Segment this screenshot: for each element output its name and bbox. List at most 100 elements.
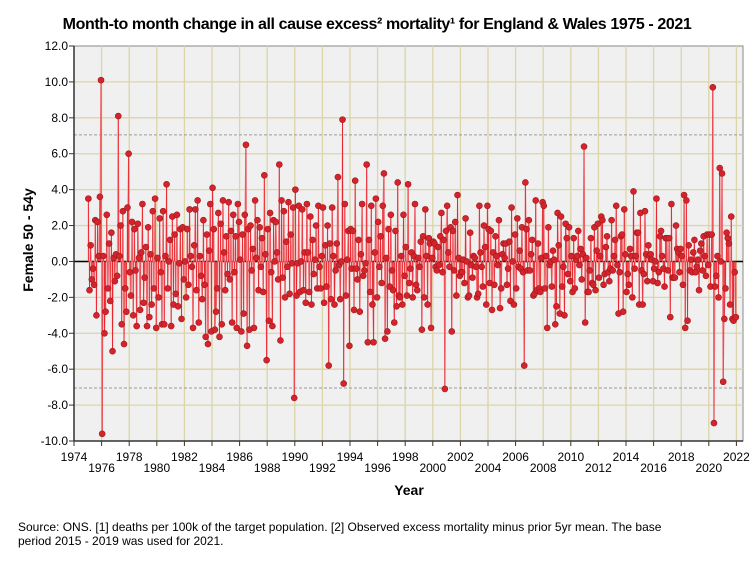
data-point	[634, 229, 642, 237]
data-point	[183, 225, 191, 233]
data-point	[722, 285, 729, 292]
data-point	[209, 184, 216, 192]
data-point	[86, 286, 93, 294]
data-point	[587, 234, 595, 242]
data-point	[450, 267, 458, 274]
data-point	[446, 263, 453, 271]
data-point	[480, 222, 488, 229]
data-point	[458, 268, 466, 276]
data-point	[229, 211, 237, 219]
data-point	[248, 267, 255, 274]
data-point	[266, 209, 274, 217]
data-point	[564, 270, 572, 278]
data-point	[259, 288, 267, 296]
x-tick-label: 1998	[392, 450, 419, 464]
data-point	[492, 233, 499, 240]
data-point	[105, 240, 113, 247]
data-point	[516, 247, 523, 254]
data-point	[252, 254, 260, 262]
data-point	[724, 234, 732, 242]
data-point	[358, 200, 366, 208]
data-point	[121, 285, 129, 292]
data-point	[215, 209, 222, 217]
data-point	[560, 263, 567, 271]
data-point	[611, 236, 619, 244]
data-point	[696, 247, 704, 254]
data-point	[231, 268, 238, 276]
data-point	[166, 236, 174, 244]
x-tick-label: 2022	[723, 450, 750, 464]
data-point	[178, 315, 185, 323]
data-point	[491, 281, 498, 289]
data-point	[396, 294, 404, 301]
data-point	[117, 222, 124, 229]
data-point	[327, 295, 335, 303]
data-point	[540, 202, 548, 210]
data-point	[551, 320, 559, 328]
data-point	[505, 238, 513, 246]
data-point	[548, 283, 556, 290]
data-point	[90, 281, 98, 289]
data-point	[357, 250, 365, 258]
data-point	[419, 233, 427, 240]
data-point	[596, 252, 604, 260]
data-point	[298, 206, 306, 213]
data-point	[216, 333, 223, 341]
data-point	[133, 322, 140, 330]
data-point	[653, 195, 660, 202]
x-tick-label: 1974	[61, 450, 88, 464]
data-point	[224, 270, 231, 278]
data-point	[304, 249, 312, 256]
data-point	[417, 238, 425, 246]
x-tick-label: 2012	[585, 461, 612, 475]
data-point	[683, 197, 690, 204]
data-point	[543, 324, 551, 332]
data-point	[362, 259, 369, 267]
x-axis-label: Year	[394, 482, 424, 498]
data-point	[297, 258, 305, 265]
data-point	[427, 324, 435, 332]
data-point	[113, 272, 121, 280]
data-point	[616, 268, 623, 276]
data-point	[565, 224, 573, 231]
data-point	[526, 267, 534, 274]
data-point	[287, 231, 295, 238]
data-point	[323, 283, 330, 290]
data-point	[217, 220, 224, 228]
data-point	[134, 220, 142, 228]
data-point	[612, 202, 620, 210]
data-point	[719, 378, 727, 386]
data-point	[129, 312, 137, 319]
data-point	[250, 324, 258, 332]
data-point	[317, 285, 324, 292]
data-point	[142, 243, 150, 251]
data-point	[174, 303, 182, 310]
data-point	[162, 252, 169, 260]
data-point	[461, 279, 468, 287]
x-tick-label: 2016	[640, 461, 667, 475]
data-point	[98, 430, 106, 438]
data-point	[137, 249, 145, 256]
data-point	[624, 270, 632, 278]
data-point	[685, 241, 692, 249]
data-point	[652, 258, 659, 265]
data-point	[520, 362, 528, 369]
data-point	[478, 263, 485, 271]
data-point	[469, 274, 476, 281]
data-point	[354, 276, 361, 283]
data-point	[676, 268, 683, 276]
data-point	[695, 286, 703, 294]
data-point	[542, 252, 550, 260]
data-point	[378, 279, 385, 287]
data-point	[525, 216, 533, 224]
data-point	[585, 288, 592, 296]
data-point	[257, 263, 265, 271]
data-point	[127, 292, 135, 299]
data-point	[494, 261, 502, 269]
data-point	[336, 295, 344, 303]
data-point	[136, 306, 144, 314]
data-point	[202, 333, 209, 341]
data-point	[175, 259, 183, 267]
data-point	[412, 281, 420, 289]
source-note-line-2: period 2015 - 2019 was used for 2021.	[18, 534, 224, 548]
